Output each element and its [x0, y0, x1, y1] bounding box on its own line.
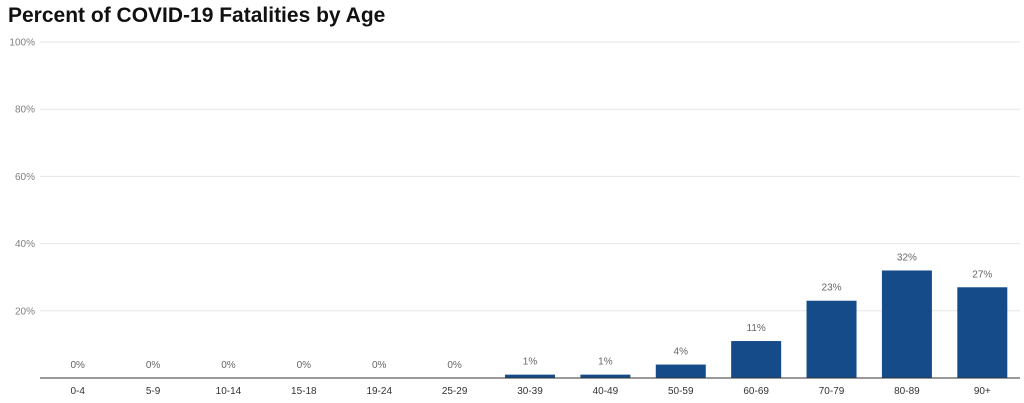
bar	[881, 270, 932, 378]
bar	[731, 341, 782, 378]
data-label: 0%	[146, 360, 161, 371]
chart-title: Percent of COVID-19 Fatalities by Age	[8, 4, 386, 27]
x-tick-label: 19-24	[366, 386, 392, 397]
data-label: 32%	[897, 252, 917, 263]
data-label: 0%	[70, 360, 85, 371]
y-tick-label: 100%	[9, 38, 35, 49]
y-tick-label: 20%	[15, 306, 35, 317]
x-tick-label: 90+	[974, 386, 991, 397]
x-tick-label: 50-59	[668, 386, 694, 397]
x-tick-label: 5-9	[146, 386, 161, 397]
data-labels: 0% 0% 0% 0% 0% 0% 1% 1% 4% 11% 23% 32% 27%	[70, 252, 992, 371]
bar	[957, 287, 1008, 378]
x-tick-label: 30-39	[517, 386, 543, 397]
data-label: 0%	[221, 360, 236, 371]
bar	[655, 364, 706, 378]
data-label: 1%	[598, 357, 613, 368]
y-axis-ticks: 20% 40% 60% 80% 100%	[9, 38, 35, 318]
x-axis-labels: 0-4 5-9 10-14 15-18 19-24 25-29 30-39 40-49 50-5…	[70, 386, 990, 397]
data-label: 1%	[523, 357, 538, 368]
data-label: 27%	[972, 269, 992, 280]
bar	[806, 300, 857, 378]
data-label: 0%	[297, 360, 312, 371]
x-tick-label: 15-18	[291, 386, 317, 397]
x-tick-label: 60-69	[743, 386, 769, 397]
y-tick-label: 60%	[15, 172, 35, 183]
x-tick-label: 70-79	[819, 386, 845, 397]
data-label: 11%	[747, 323, 766, 334]
y-tick-label: 40%	[15, 239, 35, 250]
bar	[505, 374, 555, 378]
data-label: 0%	[447, 360, 462, 371]
gridlines	[40, 41, 1020, 312]
bars	[505, 270, 1008, 378]
x-tick-label: 80-89	[894, 386, 920, 397]
x-tick-label: 0-4	[70, 386, 85, 397]
bar	[580, 374, 631, 378]
x-tick-label: 25-29	[442, 386, 468, 397]
x-tick-label: 40-49	[593, 386, 619, 397]
x-tick-label: 10-14	[216, 386, 242, 397]
y-tick-label: 80%	[15, 105, 35, 116]
data-label: 4%	[674, 347, 689, 358]
data-label: 23%	[822, 283, 842, 294]
data-label: 0%	[372, 360, 387, 371]
